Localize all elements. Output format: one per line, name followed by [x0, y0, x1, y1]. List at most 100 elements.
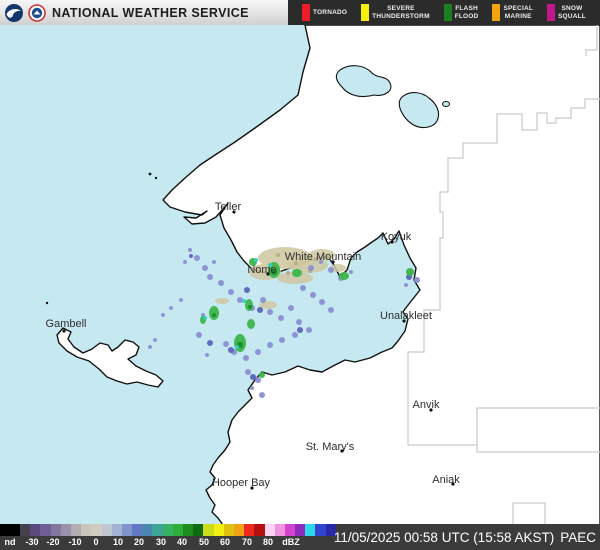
radar-echo-lavender — [260, 297, 266, 303]
radar-echo-lavender — [201, 313, 205, 317]
radar-echo-lavender — [169, 306, 173, 310]
colorbar-segment — [40, 524, 51, 536]
radar-echo-lavender — [237, 297, 243, 303]
city-dot — [451, 482, 455, 486]
colorbar-segment — [203, 524, 214, 536]
islet — [154, 176, 158, 180]
radar-echo-blue — [189, 254, 193, 258]
radar-echo-lavender — [223, 341, 229, 347]
colorbar-tick-label: 0 — [93, 537, 99, 547]
colorbar-tick-label: -20 — [46, 537, 60, 547]
radar-echo-teal — [235, 345, 239, 349]
radar-echo-lavender — [207, 274, 213, 280]
warning-legend-item: SEVERE THUNDERSTORM — [361, 4, 430, 21]
colorbar-segment — [274, 524, 285, 536]
radar-echo-lavender — [319, 260, 323, 264]
colorbar-segment — [101, 524, 112, 536]
warning-legend-item: TORNADO — [302, 4, 347, 21]
radar-echo-lavender — [296, 319, 302, 325]
colorbar-segment — [183, 524, 194, 536]
radar-map[interactable]: Teller White Mountain Koyuk Nome Unalakleet G… — [0, 25, 600, 550]
colorbar-tick-label: -10 — [68, 537, 82, 547]
warning-legend-item: SNOW SQUALL — [547, 4, 586, 21]
radar-echo-lavender — [267, 342, 273, 348]
radar-echo-blue — [257, 307, 263, 313]
radar-echo-green — [259, 372, 265, 378]
colorbar-segment — [223, 524, 234, 536]
radar-echo-darkgreen — [248, 305, 252, 309]
colorbar-tick-label: 40 — [176, 537, 188, 547]
city-label: St. Mary's — [306, 441, 355, 453]
warning-label: FLASH FLOOD — [454, 5, 479, 20]
colorbar-segment — [50, 524, 61, 536]
city-dot — [232, 210, 236, 214]
colorbar-segment — [172, 524, 183, 536]
radar-echo-lavender — [205, 353, 209, 357]
city-label: Aniak — [432, 474, 460, 486]
dbz-scale-labels: nd -30 -20 -10 0 10 20 30 40 50 60 70 80 dBZ — [0, 537, 340, 549]
timestamp-text: 11/05/2025 00:58 UTC (15:58 AKST) — [333, 529, 555, 545]
bottom-status-bar: nd -30 -20 -10 0 10 20 30 40 50 60 70 80 dBZ 11/05/20… — [0, 524, 600, 550]
radar-echo-green — [406, 268, 414, 276]
islet — [148, 172, 152, 176]
radar-echo-lavender — [183, 260, 187, 264]
radar-echo-lavender — [250, 386, 254, 390]
coastline-mainland — [162, 25, 600, 550]
radar-echo-lavender — [212, 260, 216, 264]
radar-echo-teal — [254, 258, 258, 262]
colorbar-segment — [60, 524, 71, 536]
radar-echo-lavender — [310, 292, 316, 298]
islet — [45, 301, 49, 305]
radar-echo-lavender — [255, 349, 261, 355]
radar-echo-lavender — [255, 377, 261, 383]
warning-label: SNOW SQUALL — [558, 5, 586, 20]
warning-legend-item: FLASH FLOOD — [443, 4, 479, 21]
radar-echo-lavender — [306, 327, 312, 333]
colorbar-segment — [264, 524, 275, 536]
radar-echo-lavender — [319, 299, 325, 305]
colorbar-tick-label: 80 — [262, 537, 274, 547]
city-label: Anvik — [413, 399, 440, 411]
city-dot — [62, 329, 66, 333]
radar-echo-lavender — [196, 332, 202, 338]
radar-echo-tan_dark — [314, 257, 318, 261]
station-id: PAEC — [560, 529, 596, 545]
dbz-color-scale — [0, 524, 336, 536]
radar-echo-lavender — [243, 355, 249, 361]
radar-echo-lavender — [279, 337, 285, 343]
radar-echo-lavender — [300, 285, 306, 291]
radar-echo-lavender — [153, 338, 157, 342]
radar-echo-lavender — [161, 313, 165, 317]
radar-echo-tan — [277, 272, 313, 284]
warning-color-swatch — [361, 4, 370, 21]
colorbar-segment — [30, 524, 41, 536]
city-label: Nome — [247, 264, 276, 276]
colorbar-tick-label: 50 — [198, 537, 210, 547]
small-lake — [442, 101, 450, 107]
radar-echo-lavender — [414, 277, 420, 283]
colorbar-segment — [233, 524, 245, 536]
warning-label: SEVERE THUNDERSTORM — [372, 5, 430, 20]
colorbar-tick-label: 20 — [133, 537, 145, 547]
radar-echo-green — [339, 272, 349, 280]
city-label: Unalakleet — [380, 310, 432, 322]
colorbar-segment — [295, 524, 306, 536]
radar-echo-tan_dark — [294, 261, 298, 265]
radar-echo-lavender — [292, 332, 298, 338]
radar-echo-lavender — [404, 283, 408, 287]
lagoon-water — [335, 65, 392, 98]
radar-echo-blue — [228, 347, 234, 353]
city-label: Gambell — [46, 318, 87, 330]
colorbar-segment — [132, 524, 143, 536]
colorbar-segment — [325, 524, 336, 536]
radar-echo-lavender — [228, 289, 234, 295]
city-dot — [390, 240, 394, 244]
colorbar-segment — [244, 524, 255, 536]
radar-echo-lavender — [148, 345, 152, 349]
colorbar-segment — [70, 524, 82, 536]
city-dot — [429, 408, 433, 412]
colorbar-tick-label: nd — [4, 537, 16, 547]
warning-color-swatch — [492, 4, 501, 21]
radar-echo-lavender — [288, 305, 294, 311]
city-label: Teller — [215, 201, 242, 213]
